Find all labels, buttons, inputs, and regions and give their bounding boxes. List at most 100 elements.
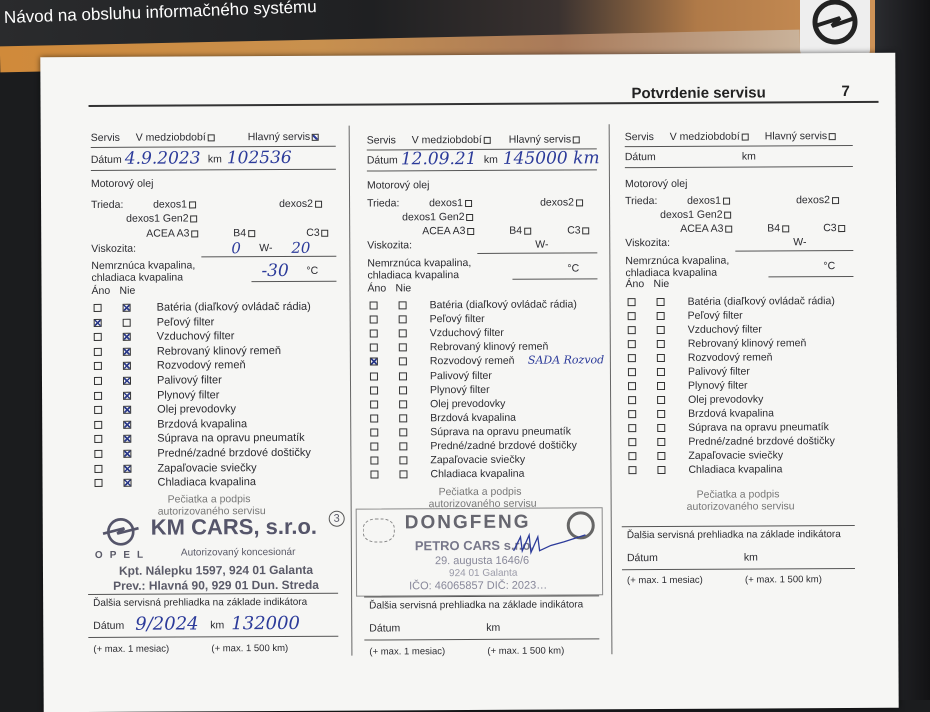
item-yes-checkbox[interactable] [370,470,379,479]
dexos1-checkbox[interactable] [722,197,730,205]
item-no-checkbox[interactable] [123,420,132,429]
item-yes-checkbox[interactable] [93,347,102,356]
item-no-checkbox[interactable] [656,353,665,363]
item-no-checkbox[interactable] [657,409,666,419]
viscosity-high-value[interactable]: 20 [291,238,311,257]
main-service-checkbox[interactable] [829,133,837,141]
item-yes-checkbox[interactable] [628,452,637,461]
item-no-checkbox[interactable] [123,449,132,458]
item-no-checkbox[interactable] [122,376,132,385]
dexos1-gen2-checkbox[interactable] [724,211,732,219]
item-yes-checkbox[interactable] [370,414,379,423]
item-no-checkbox[interactable] [398,301,407,310]
item-no-checkbox[interactable] [399,470,408,479]
c3-checkbox[interactable] [838,225,846,233]
item-no-checkbox[interactable] [123,464,132,473]
b4-checkbox[interactable] [782,225,790,233]
dexos1-checkbox[interactable] [188,201,196,209]
viscosity-low-value[interactable]: 0 [231,239,241,258]
item-yes-checkbox[interactable] [93,318,102,327]
item-no-checkbox[interactable] [122,332,131,342]
item-no-checkbox[interactable] [657,451,666,461]
item-no-checkbox[interactable] [656,339,665,349]
item-yes-checkbox[interactable] [370,428,379,437]
dexos1-gen2-checkbox[interactable] [190,215,198,223]
item-no-checkbox[interactable] [656,311,665,321]
item-no-checkbox[interactable] [122,318,131,327]
item-no-checkbox[interactable] [399,414,408,423]
item-yes-checkbox[interactable] [628,396,637,405]
item-yes-checkbox[interactable] [369,301,378,310]
dexos2-checkbox[interactable] [831,197,839,205]
item-yes-checkbox[interactable] [94,391,103,400]
item-yes-checkbox[interactable] [627,368,636,377]
item-no-checkbox[interactable] [398,315,407,324]
item-no-checkbox[interactable] [123,435,132,444]
c3-checkbox[interactable] [582,227,590,235]
dexos2-checkbox[interactable] [575,199,583,207]
item-no-checkbox[interactable] [399,442,408,451]
c3-checkbox[interactable] [321,229,329,237]
item-yes-checkbox[interactable] [93,362,102,371]
item-no-checkbox[interactable] [123,391,132,400]
dexos1-checkbox[interactable] [464,199,472,208]
main-service-checkbox[interactable] [573,136,581,144]
item-yes-checkbox[interactable] [370,456,379,465]
interim-checkbox[interactable] [483,136,491,144]
item-no-checkbox[interactable] [656,297,665,307]
item-no-checkbox[interactable] [398,371,407,380]
item-no-checkbox[interactable] [122,303,131,312]
acea-a3-checkbox[interactable] [467,227,475,236]
acea-a3-checkbox[interactable] [191,230,199,238]
service-date-value[interactable]: 4.9.2023 [124,148,201,169]
item-yes-checkbox[interactable] [628,424,637,433]
item-yes-checkbox[interactable] [628,410,637,419]
item-no-checkbox[interactable] [398,329,407,338]
item-yes-checkbox[interactable] [93,333,102,342]
dexos2-checkbox[interactable] [314,200,322,208]
item-yes-checkbox[interactable] [628,438,637,447]
item-no-checkbox[interactable] [399,428,408,437]
item-yes-checkbox[interactable] [369,371,378,381]
item-yes-checkbox[interactable] [627,340,636,349]
b4-checkbox[interactable] [248,230,256,238]
item-no-checkbox[interactable] [656,325,665,335]
item-no-checkbox[interactable] [398,343,407,352]
item-yes-checkbox[interactable] [370,386,379,395]
dexos1-gen2-checkbox[interactable] [466,213,474,222]
service-date-value[interactable]: 12.09.21 [400,148,477,170]
item-no-checkbox[interactable] [399,456,408,465]
item-yes-checkbox[interactable] [94,406,103,415]
item-no-checkbox[interactable] [657,437,666,447]
item-no-checkbox[interactable] [122,362,131,371]
antifreeze-value[interactable]: -30 [261,260,289,282]
item-yes-checkbox[interactable] [369,357,378,366]
item-yes-checkbox[interactable] [94,420,103,429]
item-no-checkbox[interactable] [122,347,131,356]
item-yes-checkbox[interactable] [369,329,378,338]
b4-checkbox[interactable] [524,227,532,235]
item-yes-checkbox[interactable] [94,435,103,444]
item-yes-checkbox[interactable] [627,298,636,307]
next-date-value[interactable]: 9/2024 [135,613,199,635]
item-yes-checkbox[interactable] [628,466,637,475]
item-no-checkbox[interactable] [657,381,666,391]
service-km-value[interactable]: 145000 km [502,148,600,169]
next-km-value[interactable]: 132000 [231,612,301,635]
item-yes-checkbox[interactable] [94,479,103,488]
item-yes-checkbox[interactable] [627,354,636,363]
item-no-checkbox[interactable] [657,423,666,433]
item-yes-checkbox[interactable] [94,449,103,458]
item-no-checkbox[interactable] [657,465,666,475]
item-yes-checkbox[interactable] [628,382,637,391]
item-yes-checkbox[interactable] [627,326,636,335]
item-no-checkbox[interactable] [398,357,407,366]
item-yes-checkbox[interactable] [369,343,378,352]
item-no-checkbox[interactable] [123,405,132,415]
acea-a3-checkbox[interactable] [725,225,733,233]
service-km-value[interactable]: 102536 [226,147,292,169]
item-yes-checkbox[interactable] [370,400,379,409]
item-no-checkbox[interactable] [656,367,665,377]
interim-checkbox[interactable] [741,133,749,141]
item-no-checkbox[interactable] [399,400,408,409]
